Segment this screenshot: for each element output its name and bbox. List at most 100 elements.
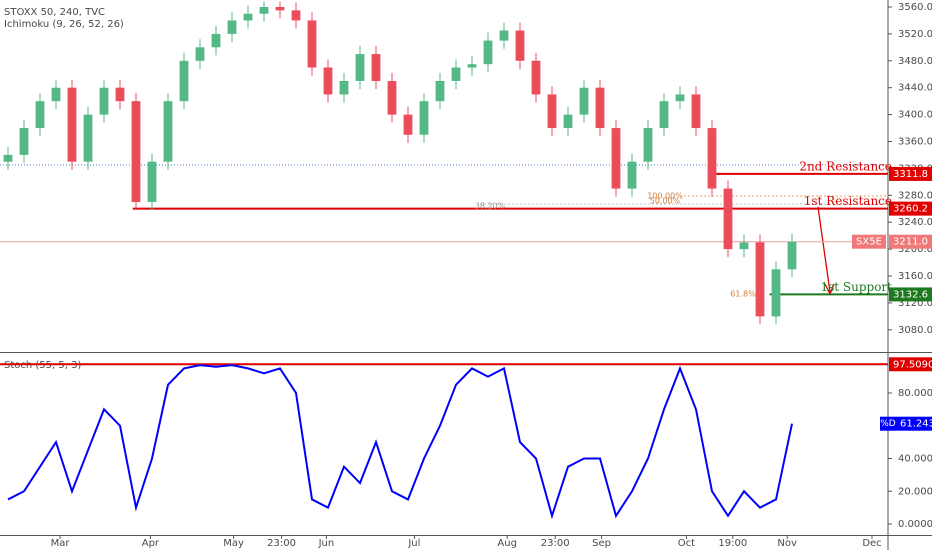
x-tick-label: Mar xyxy=(51,538,71,549)
candle-body xyxy=(371,54,381,81)
x-tick-label: 23:00 xyxy=(541,538,570,549)
fib-label: 38.20% xyxy=(475,202,506,211)
y-tick-label: 3400.0 xyxy=(898,110,932,121)
fib-label: 50.00% xyxy=(650,197,681,206)
fib-label: 61.8% xyxy=(730,290,756,299)
candle-body xyxy=(275,6,285,11)
candle-body xyxy=(675,94,685,102)
x-tick-label: Jun xyxy=(318,538,335,549)
candle-body xyxy=(627,161,637,189)
stoch-title: Stoch (55, 5, 3) xyxy=(4,360,81,371)
candle-body xyxy=(163,101,173,162)
candle-body xyxy=(259,6,269,14)
price-label-box xyxy=(889,357,932,372)
candle-body xyxy=(323,67,333,95)
candle-body xyxy=(339,80,349,95)
candle-body xyxy=(787,241,797,270)
candle-body xyxy=(35,101,45,129)
y-tick-label: 80.0000 xyxy=(898,388,932,399)
series-name-box xyxy=(880,416,896,431)
candle-body xyxy=(115,87,125,102)
price-label-box xyxy=(889,201,932,216)
y-tick-label: 3120.0 xyxy=(898,298,932,309)
candle-body xyxy=(739,242,749,250)
symbol-box xyxy=(852,234,886,249)
candle-body xyxy=(435,80,445,102)
y-tick-label: 3160.0 xyxy=(898,271,932,282)
candle-body xyxy=(659,101,669,129)
price-label: 3132.6 xyxy=(893,289,928,300)
price-label: 3211.0 xyxy=(893,237,928,248)
candle-body xyxy=(227,20,237,34)
price-label-box xyxy=(889,287,932,302)
y-tick-label: 0.0000 xyxy=(898,519,932,530)
candle-body xyxy=(483,40,493,65)
candle-body xyxy=(3,154,13,162)
candle-body xyxy=(499,30,509,41)
level-name: 2nd Resistance xyxy=(799,159,892,173)
x-tick-label: May xyxy=(223,538,244,549)
candle-body xyxy=(67,87,77,162)
candle-body xyxy=(51,87,61,102)
fib-label: 100.00% xyxy=(647,192,683,201)
price-label-box xyxy=(889,166,932,181)
y-tick-label: 3080.0 xyxy=(898,325,932,336)
x-tick-label: Apr xyxy=(142,538,160,549)
series-name: %D xyxy=(880,419,896,429)
candle-body xyxy=(723,188,733,250)
x-tick-label: 19:00 xyxy=(718,538,747,549)
x-tick-label: Oct xyxy=(678,538,695,549)
candle-body xyxy=(451,67,461,81)
candle-body xyxy=(467,64,477,68)
candle-body xyxy=(707,128,717,189)
price-label: 97.5090 xyxy=(893,359,932,370)
x-tick-label: Dec xyxy=(862,538,881,549)
x-tick-label: Nov xyxy=(777,538,797,549)
x-tick-label: Jul xyxy=(407,538,420,549)
y-tick-label: 3360.0 xyxy=(898,136,932,147)
candle-body xyxy=(611,128,621,189)
price-label-box xyxy=(889,234,932,249)
candle-body xyxy=(691,94,701,129)
candle-body xyxy=(211,33,221,48)
candle-body xyxy=(403,114,413,135)
candle-body xyxy=(83,114,93,162)
candle-body xyxy=(755,242,765,317)
candle-body xyxy=(547,94,557,129)
chart-title: STOXX 50, 240, TVC xyxy=(4,7,105,18)
candle-body xyxy=(579,87,589,115)
candle-body xyxy=(147,161,157,203)
level-name: 1st Support xyxy=(820,280,892,294)
candle-body xyxy=(19,128,29,155)
candle-body xyxy=(243,13,253,21)
y-tick-label: 20.0000 xyxy=(898,486,932,497)
series-value-box xyxy=(896,416,932,431)
y-tick-label: 3280.0 xyxy=(898,190,932,201)
x-tick-label: Aug xyxy=(497,538,517,549)
y-tick-label: 3520.0 xyxy=(898,29,932,40)
candle-body xyxy=(355,54,365,81)
y-tick-label: 3560.0 xyxy=(898,2,932,13)
stoch-line xyxy=(7,364,793,520)
candle-body xyxy=(563,114,573,129)
candle-body xyxy=(419,101,429,135)
x-tick-label: Sep xyxy=(592,538,611,549)
candle-body xyxy=(195,47,205,61)
y-tick-label: 3240.0 xyxy=(898,217,932,228)
candle-body xyxy=(595,87,605,129)
candle-body xyxy=(643,128,653,162)
level-name: 1st Resistance xyxy=(804,194,892,208)
series-value: 61.2436 xyxy=(900,419,932,430)
price-label: 3260.2 xyxy=(893,204,928,215)
indicator-title: Ichimoku (9, 26, 52, 26) xyxy=(4,19,124,30)
x-tick-label: 23:00 xyxy=(267,538,296,549)
y-tick-label: 3440.0 xyxy=(898,83,932,94)
candle-body xyxy=(771,269,781,317)
y-tick-label: 3480.0 xyxy=(898,56,932,67)
y-tick-label: 3200.0 xyxy=(898,244,932,255)
symbol-label: SX5E xyxy=(856,237,882,248)
candle-body xyxy=(387,80,397,115)
candle-body xyxy=(131,101,141,203)
candle-body xyxy=(307,20,317,68)
